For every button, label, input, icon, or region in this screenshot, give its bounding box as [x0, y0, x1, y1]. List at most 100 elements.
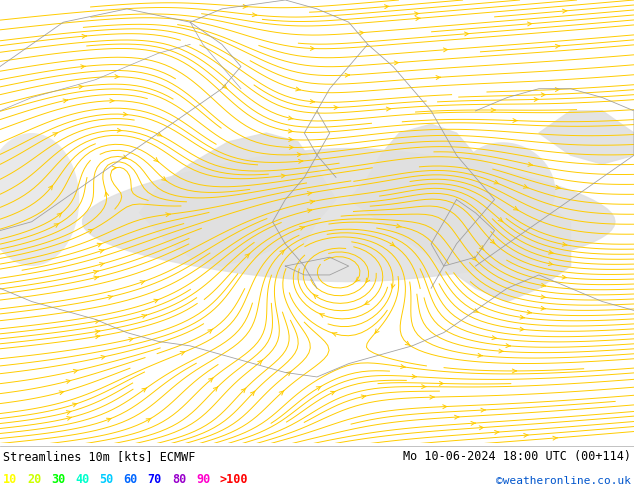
FancyArrowPatch shape — [154, 158, 158, 162]
FancyArrowPatch shape — [513, 119, 517, 122]
FancyArrowPatch shape — [494, 180, 499, 184]
FancyArrowPatch shape — [162, 176, 167, 181]
FancyArrowPatch shape — [541, 93, 546, 97]
FancyArrowPatch shape — [498, 218, 503, 222]
FancyArrowPatch shape — [478, 353, 482, 357]
Polygon shape — [139, 133, 336, 266]
FancyArrowPatch shape — [527, 310, 531, 314]
FancyArrowPatch shape — [416, 17, 420, 21]
FancyArrowPatch shape — [94, 276, 98, 280]
FancyArrowPatch shape — [316, 386, 321, 390]
FancyArrowPatch shape — [390, 242, 395, 246]
FancyArrowPatch shape — [514, 206, 519, 210]
FancyArrowPatch shape — [524, 434, 528, 437]
FancyArrowPatch shape — [471, 421, 476, 425]
FancyArrowPatch shape — [81, 65, 85, 69]
FancyArrowPatch shape — [97, 243, 102, 247]
FancyArrowPatch shape — [53, 133, 58, 136]
FancyArrowPatch shape — [512, 369, 517, 373]
Text: >100: >100 — [220, 473, 249, 486]
FancyArrowPatch shape — [242, 388, 246, 392]
FancyArrowPatch shape — [479, 245, 484, 250]
FancyArrowPatch shape — [57, 213, 62, 217]
Text: 90: 90 — [196, 473, 210, 486]
Text: 10: 10 — [3, 473, 17, 486]
FancyArrowPatch shape — [384, 5, 389, 9]
FancyArrowPatch shape — [562, 9, 567, 13]
FancyArrowPatch shape — [299, 159, 303, 163]
FancyArrowPatch shape — [332, 333, 337, 336]
FancyArrowPatch shape — [49, 186, 53, 190]
FancyArrowPatch shape — [288, 116, 293, 120]
FancyArrowPatch shape — [79, 85, 83, 89]
FancyArrowPatch shape — [209, 378, 214, 382]
FancyArrowPatch shape — [115, 74, 119, 78]
FancyArrowPatch shape — [100, 263, 105, 267]
Polygon shape — [349, 124, 571, 301]
FancyArrowPatch shape — [345, 74, 349, 77]
FancyArrowPatch shape — [548, 250, 553, 254]
Text: Streamlines 10m [kts] ECMWF: Streamlines 10m [kts] ECMWF — [3, 450, 195, 464]
FancyArrowPatch shape — [165, 213, 171, 217]
FancyArrowPatch shape — [313, 294, 318, 298]
FancyArrowPatch shape — [140, 281, 145, 284]
FancyArrowPatch shape — [142, 315, 146, 318]
FancyArrowPatch shape — [105, 192, 108, 196]
FancyArrowPatch shape — [365, 301, 369, 305]
FancyArrowPatch shape — [394, 61, 399, 65]
FancyArrowPatch shape — [555, 88, 560, 92]
FancyArrowPatch shape — [330, 392, 335, 395]
FancyArrowPatch shape — [499, 349, 503, 353]
FancyArrowPatch shape — [479, 426, 484, 430]
FancyArrowPatch shape — [146, 418, 151, 422]
FancyArrowPatch shape — [455, 415, 459, 419]
FancyArrowPatch shape — [243, 4, 247, 8]
FancyArrowPatch shape — [391, 284, 395, 288]
FancyArrowPatch shape — [443, 48, 448, 52]
Polygon shape — [82, 148, 615, 282]
FancyArrowPatch shape — [562, 243, 567, 246]
FancyArrowPatch shape — [129, 338, 134, 342]
Ellipse shape — [0, 133, 79, 266]
FancyArrowPatch shape — [142, 388, 147, 392]
FancyArrowPatch shape — [412, 374, 417, 378]
FancyArrowPatch shape — [541, 295, 546, 299]
FancyArrowPatch shape — [490, 240, 495, 244]
Polygon shape — [285, 177, 330, 244]
FancyArrowPatch shape — [311, 47, 315, 50]
FancyArrowPatch shape — [88, 229, 93, 233]
Text: 50: 50 — [100, 473, 113, 486]
FancyArrowPatch shape — [439, 382, 444, 385]
Text: 60: 60 — [124, 473, 138, 486]
FancyArrowPatch shape — [523, 185, 528, 188]
FancyArrowPatch shape — [245, 253, 250, 258]
FancyArrowPatch shape — [82, 34, 86, 38]
FancyArrowPatch shape — [289, 146, 294, 149]
FancyArrowPatch shape — [443, 405, 447, 409]
FancyArrowPatch shape — [528, 162, 533, 166]
Ellipse shape — [459, 142, 555, 230]
FancyArrowPatch shape — [300, 226, 304, 230]
Text: 40: 40 — [75, 473, 89, 486]
FancyArrowPatch shape — [288, 129, 293, 133]
FancyArrowPatch shape — [101, 355, 106, 359]
FancyArrowPatch shape — [287, 371, 291, 376]
FancyArrowPatch shape — [359, 31, 364, 35]
FancyArrowPatch shape — [562, 275, 567, 279]
FancyArrowPatch shape — [154, 299, 158, 303]
FancyArrowPatch shape — [375, 329, 379, 333]
FancyArrowPatch shape — [295, 87, 301, 91]
FancyArrowPatch shape — [123, 112, 127, 116]
FancyArrowPatch shape — [520, 327, 524, 331]
FancyArrowPatch shape — [107, 418, 112, 422]
FancyArrowPatch shape — [506, 343, 510, 347]
FancyArrowPatch shape — [223, 84, 228, 89]
FancyArrowPatch shape — [93, 270, 98, 274]
FancyArrowPatch shape — [481, 408, 485, 412]
FancyArrowPatch shape — [208, 329, 213, 333]
FancyArrowPatch shape — [297, 153, 302, 157]
Text: 70: 70 — [148, 473, 162, 486]
FancyArrowPatch shape — [67, 416, 72, 420]
FancyArrowPatch shape — [74, 369, 78, 373]
FancyArrowPatch shape — [117, 128, 122, 132]
